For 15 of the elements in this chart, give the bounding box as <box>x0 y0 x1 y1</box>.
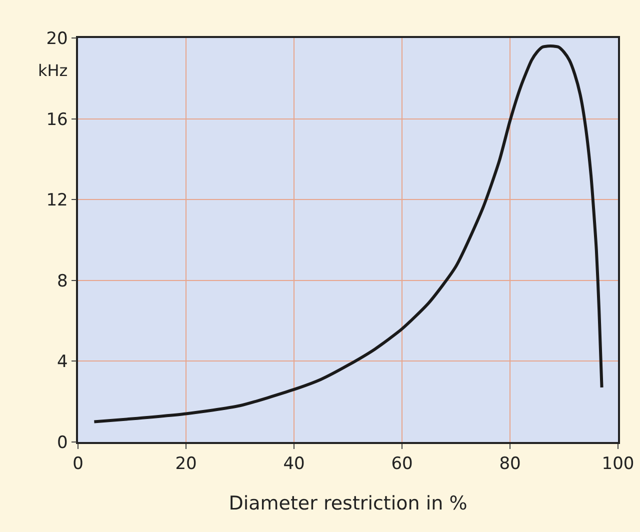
x-tick-label: 0 <box>72 454 84 474</box>
x-tick-label: 40 <box>283 454 305 474</box>
y-tick-label: 20 <box>46 28 68 49</box>
y-tick-label: 4 <box>57 352 68 372</box>
y-tick-label: 12 <box>46 190 68 211</box>
y-tick-label: 0 <box>57 432 68 453</box>
y-axis-title: kHz <box>38 61 68 80</box>
x-tick-label: 20 <box>175 454 197 474</box>
x-tick-label: 80 <box>499 454 521 474</box>
x-tick-label: 60 <box>391 454 413 474</box>
x-axis-title: Diameter restriction in % <box>228 492 468 514</box>
y-tick-label: 16 <box>46 110 68 130</box>
line-series <box>92 44 604 424</box>
x-tick-label: 100 <box>602 454 634 474</box>
y-tick-label: 8 <box>57 271 68 292</box>
